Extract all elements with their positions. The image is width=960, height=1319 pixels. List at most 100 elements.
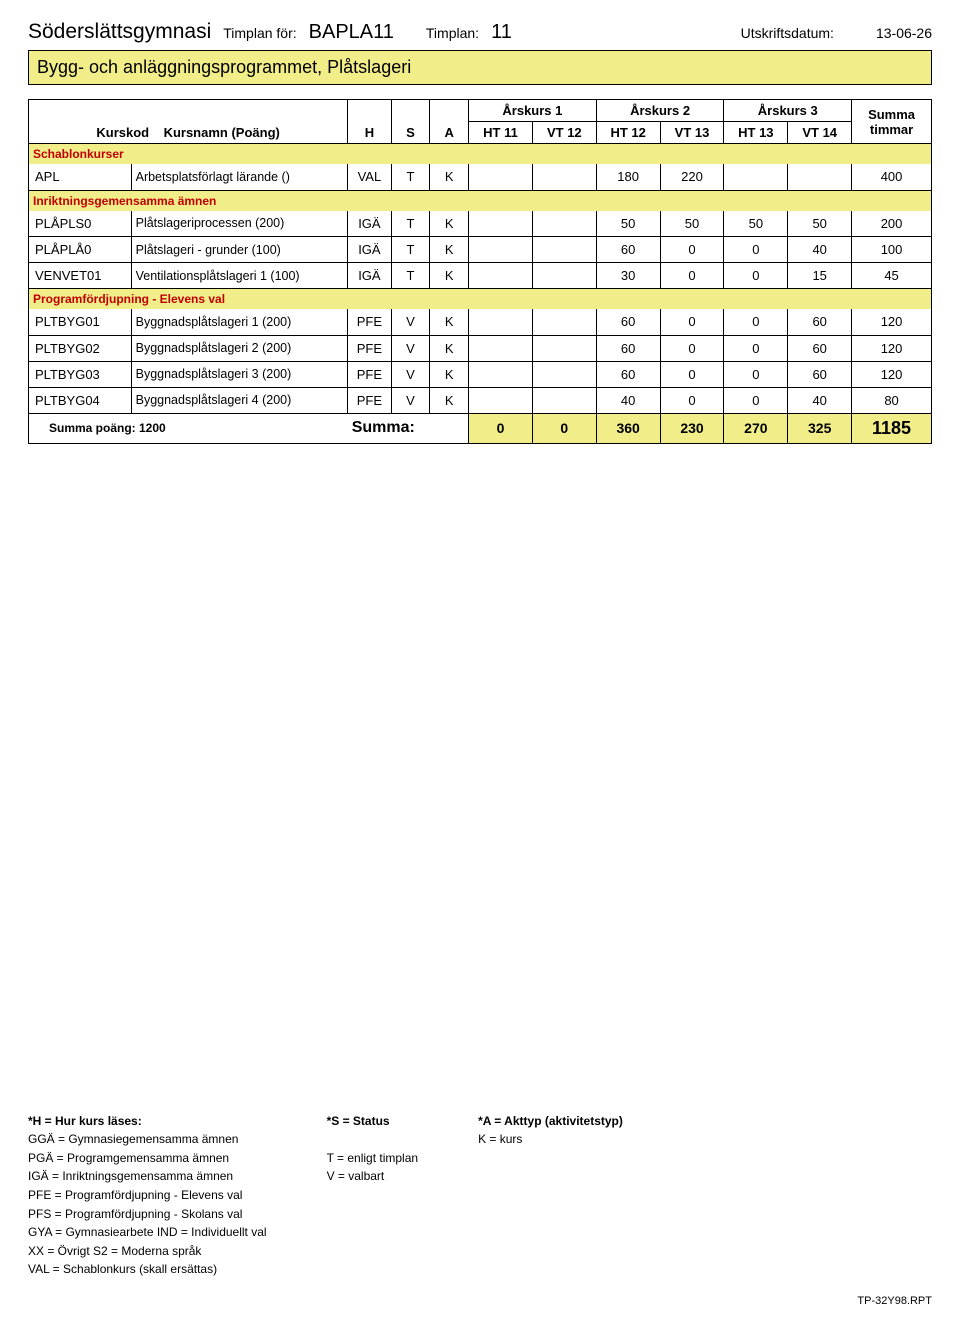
table-row: PLÅPLÅ0Plåtslageri - grunder (100)IGÄTK6… xyxy=(29,237,932,263)
sum-vt13: 230 xyxy=(660,413,724,443)
cell-ht13: 50 xyxy=(724,211,788,237)
cell-vt12 xyxy=(532,237,596,263)
cell-vt13: 0 xyxy=(660,387,724,413)
cell-sum: 80 xyxy=(852,387,932,413)
col-vt13: VT 13 xyxy=(660,122,724,144)
cell-ht13: 0 xyxy=(724,387,788,413)
cell-vt13: 0 xyxy=(660,237,724,263)
cell-sum: 120 xyxy=(852,335,932,361)
school-name: Söderslättsgymnasi xyxy=(28,20,211,44)
cell-vt12 xyxy=(532,211,596,237)
col-h: H xyxy=(348,100,391,144)
cell-vt13: 0 xyxy=(660,335,724,361)
table-row: PLTBYG01Byggnadsplåtslageri 1 (200)PFEVK… xyxy=(29,309,932,335)
cell-h: PFE xyxy=(348,309,391,335)
table-row: VENVET01Ventilationsplåtslageri 1 (100)I… xyxy=(29,263,932,289)
table-row: PLTBYG03Byggnadsplåtslageri 3 (200)PFEVK… xyxy=(29,361,932,387)
sum-total: 1185 xyxy=(852,413,932,443)
table-row: PLTBYG04Byggnadsplåtslageri 4 (200)PFEVK… xyxy=(29,387,932,413)
cell-name: Byggnadsplåtslageri 4 (200) xyxy=(131,387,348,413)
print-label: Utskriftsdatum: xyxy=(741,25,834,41)
col-kursnamn: Kursnamn (Poäng) xyxy=(164,125,280,140)
cell-ht13: 0 xyxy=(724,263,788,289)
cell-sum: 45 xyxy=(852,263,932,289)
cell-name: Byggnadsplåtslageri 1 (200) xyxy=(131,309,348,335)
cell-vt14: 40 xyxy=(788,237,852,263)
cell-name: Ventilationsplåtslageri 1 (100) xyxy=(131,263,348,289)
planfor-label: Timplan för: xyxy=(223,25,296,41)
cell-a: K xyxy=(430,361,469,387)
cell-s: T xyxy=(391,164,430,190)
cell-code: PLTBYG04 xyxy=(29,387,132,413)
planfor-value: BAPLA11 xyxy=(309,21,394,44)
table-row: PLÅPLS0Plåtslageriprocessen (200)IGÄTK50… xyxy=(29,211,932,237)
cell-a: K xyxy=(430,387,469,413)
cell-a: K xyxy=(430,164,469,190)
cell-name: Plåtslageriprocessen (200) xyxy=(131,211,348,237)
cell-a: K xyxy=(430,263,469,289)
table-row: PLTBYG02Byggnadsplåtslageri 2 (200)PFEVK… xyxy=(29,335,932,361)
cell-h: PFE xyxy=(348,361,391,387)
col-year3: Årskurs 3 xyxy=(724,100,852,122)
cell-a: K xyxy=(430,237,469,263)
cell-ht11 xyxy=(469,387,533,413)
cell-ht13: 0 xyxy=(724,309,788,335)
program-title: Bygg- och anläggningsprogrammet, Plåtsla… xyxy=(28,50,932,85)
col-vt12: VT 12 xyxy=(532,122,596,144)
cell-s: T xyxy=(391,263,430,289)
cell-vt13: 50 xyxy=(660,211,724,237)
cell-ht11 xyxy=(469,309,533,335)
col-ht11: HT 11 xyxy=(469,122,533,144)
col-year2: Årskurs 2 xyxy=(596,100,724,122)
cell-ht12: 60 xyxy=(596,309,660,335)
cell-vt12 xyxy=(532,164,596,190)
summa-poang: Summa poäng: 1200 xyxy=(29,413,348,443)
timplan-label: Timplan: xyxy=(426,25,479,41)
cell-code: PLTBYG01 xyxy=(29,309,132,335)
col-year1: Årskurs 1 xyxy=(469,100,597,122)
timplan-table: Kurskod Kursnamn (Poäng) H S A Årskurs 1… xyxy=(28,99,932,444)
cell-s: V xyxy=(391,309,430,335)
cell-vt13: 220 xyxy=(660,164,724,190)
col-ht12: HT 12 xyxy=(596,122,660,144)
cell-a: K xyxy=(430,309,469,335)
cell-h: PFE xyxy=(348,335,391,361)
cell-code: PLÅPLS0 xyxy=(29,211,132,237)
cell-a: K xyxy=(430,335,469,361)
legend-h: *H = Hur kurs läses: GGÄ = Gymnasiegemen… xyxy=(28,1112,267,1279)
cell-h: VAL xyxy=(348,164,391,190)
cell-s: T xyxy=(391,237,430,263)
cell-s: T xyxy=(391,211,430,237)
cell-h: IGÄ xyxy=(348,211,391,237)
col-summa: Summatimmar xyxy=(852,100,932,144)
cell-h: IGÄ xyxy=(348,263,391,289)
cell-ht12: 60 xyxy=(596,361,660,387)
section-header: Schablonkurser xyxy=(29,144,932,165)
cell-ht12: 50 xyxy=(596,211,660,237)
cell-vt14 xyxy=(788,164,852,190)
cell-vt12 xyxy=(532,263,596,289)
col-s: S xyxy=(391,100,430,144)
section-header: Inriktningsgemensamma ämnen xyxy=(29,190,932,211)
cell-ht11 xyxy=(469,164,533,190)
legend: *H = Hur kurs läses: GGÄ = Gymnasiegemen… xyxy=(28,1112,932,1279)
cell-s: V xyxy=(391,335,430,361)
cell-sum: 200 xyxy=(852,211,932,237)
cell-sum: 400 xyxy=(852,164,932,190)
cell-ht12: 180 xyxy=(596,164,660,190)
cell-vt14: 15 xyxy=(788,263,852,289)
legend-a: *A = Akttyp (aktivitetstyp) K = kurs xyxy=(478,1112,623,1279)
col-kurskod: Kurskod xyxy=(96,125,149,140)
col-vt14: VT 14 xyxy=(788,122,852,144)
cell-ht13: 0 xyxy=(724,237,788,263)
cell-ht13: 0 xyxy=(724,361,788,387)
cell-h: IGÄ xyxy=(348,237,391,263)
timplan-num: 11 xyxy=(491,21,512,44)
cell-s: V xyxy=(391,387,430,413)
cell-s: V xyxy=(391,361,430,387)
sum-ht11: 0 xyxy=(469,413,533,443)
cell-ht11 xyxy=(469,211,533,237)
cell-sum: 100 xyxy=(852,237,932,263)
section-header: Programfördjupning - Elevens val xyxy=(29,289,932,310)
sum-vt14: 325 xyxy=(788,413,852,443)
